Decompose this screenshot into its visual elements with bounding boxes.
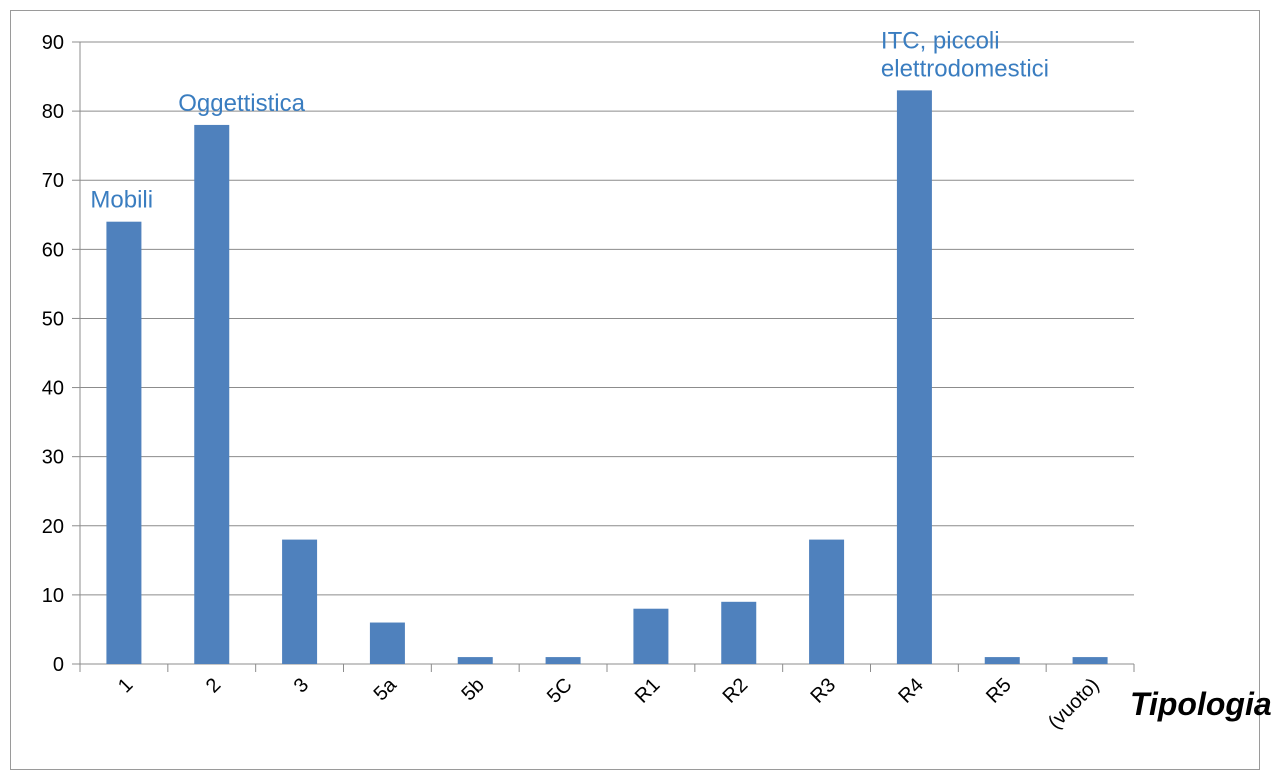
y-tick-label: 20 [42, 516, 64, 538]
y-tick-label: 80 [42, 101, 64, 123]
y-tick-label: 10 [42, 585, 64, 607]
annotation-label: elettrodomestici [881, 55, 1049, 82]
x-axis-label: Tipologia [1130, 686, 1272, 722]
x-tick-label: R2 [719, 674, 753, 708]
x-tick-label: 3 [290, 674, 313, 697]
bar-R2 [721, 601, 757, 664]
y-tick-label: 30 [42, 447, 64, 469]
x-tick-label: R4 [894, 674, 928, 708]
bar-R5 [984, 657, 1020, 664]
bar-5b [457, 657, 493, 664]
bar-(vuoto) [1072, 657, 1108, 664]
x-tick-label: (vuoto) [1044, 674, 1104, 734]
bar-3 [282, 539, 318, 664]
bar-R1 [633, 608, 669, 664]
y-tick-label: 90 [42, 32, 64, 54]
x-tick-label: 2 [202, 674, 225, 697]
y-tick-label: 40 [42, 378, 64, 400]
annotation-label: Oggettistica [178, 90, 305, 117]
y-tick-label: 0 [53, 654, 64, 676]
x-tick-label: R3 [806, 674, 840, 708]
x-tick-label: 5C [543, 674, 577, 708]
annotation-label: Mobili [90, 187, 153, 214]
x-tick-label: R5 [982, 674, 1016, 708]
y-tick-label: 60 [42, 239, 64, 261]
bar-R4 [896, 90, 932, 664]
x-tick-label: 5b [457, 674, 488, 705]
x-tick-label: 5a [370, 673, 402, 705]
y-tick-label: 70 [42, 170, 64, 192]
bar-2 [194, 124, 230, 664]
x-tick-label: R1 [631, 674, 665, 708]
bar-5a [369, 622, 405, 664]
x-tick-label: 1 [114, 674, 137, 697]
y-tick-label: 50 [42, 308, 64, 330]
bar-1 [106, 221, 142, 664]
bar-5C [545, 657, 581, 664]
annotation-label: ITC, piccoli [881, 27, 1000, 54]
bar-R3 [809, 539, 845, 664]
